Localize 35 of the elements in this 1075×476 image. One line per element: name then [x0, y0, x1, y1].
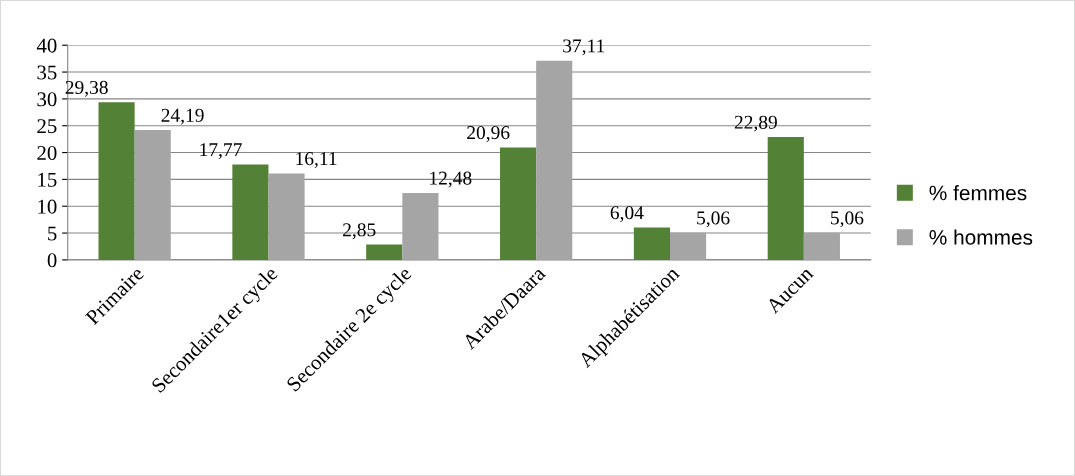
y-tick-label: 30 [37, 92, 57, 107]
data-label: 22,89 [734, 115, 777, 132]
y-tick-label: 5 [48, 226, 57, 241]
y-tick-label: 25 [37, 119, 57, 134]
y-tick-label: 40 [36, 38, 57, 53]
data-label: 24,19 [161, 108, 204, 125]
y-tick-label: 10 [38, 199, 57, 214]
bar [500, 147, 537, 260]
y-tick-label: 15 [38, 172, 57, 187]
y-tick-label: 20 [37, 145, 57, 160]
bar [633, 227, 670, 260]
bar [134, 130, 171, 260]
legend-label: % hommes [929, 229, 1033, 245]
data-label: 6,04 [610, 206, 644, 223]
bar [803, 232, 840, 260]
bar [98, 102, 135, 260]
data-label: 29,38 [65, 80, 108, 97]
data-label: 17,77 [200, 143, 242, 160]
bar [402, 192, 439, 260]
data-label: 16,11 [296, 152, 337, 168]
y-tick-label: 35 [37, 65, 57, 80]
data-label: 5,06 [831, 211, 864, 228]
data-label: 5,06 [697, 211, 730, 228]
bar [232, 164, 269, 260]
data-label: 20,96 [467, 126, 510, 142]
bar [767, 137, 804, 260]
data-label: 12,48 [430, 171, 472, 188]
y-tick-label: 0 [47, 253, 57, 268]
bar [536, 60, 573, 260]
data-label: 2,85 [343, 223, 376, 240]
bar [366, 244, 403, 260]
data-label: 37,11 [563, 39, 605, 56]
bar [268, 173, 305, 260]
bar [669, 232, 707, 260]
legend-label: % femmes [929, 185, 1027, 201]
